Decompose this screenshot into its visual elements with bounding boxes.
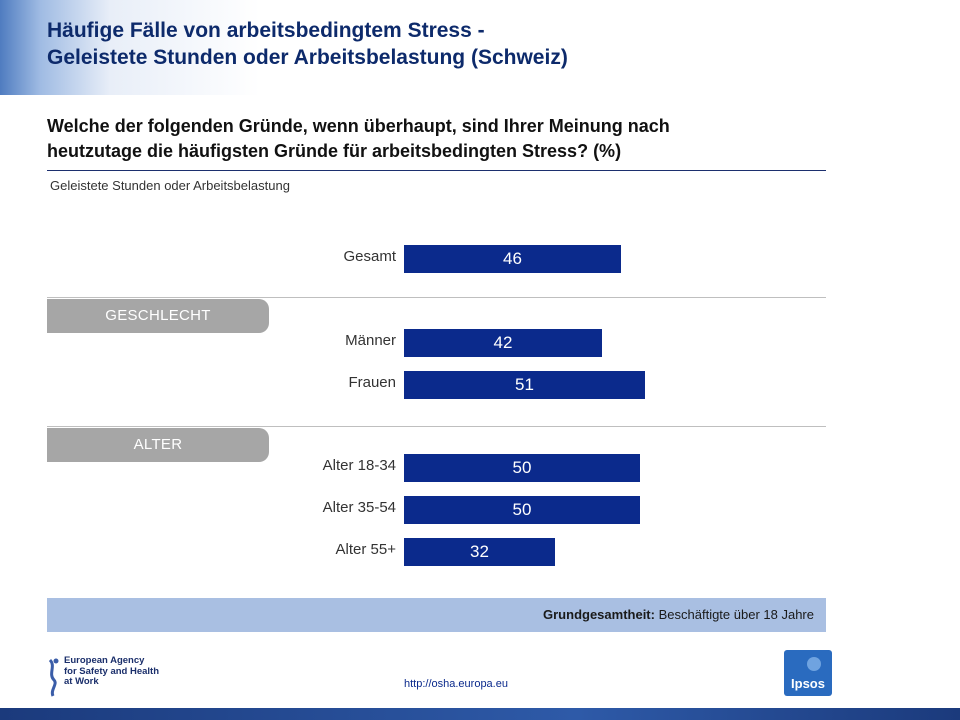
ipsos-logo: Ipsos — [784, 650, 832, 696]
base-box: Grundgesamtheit: Beschäftigte über 18 Ja… — [47, 598, 826, 632]
category-label: Frauen — [348, 374, 396, 391]
group-label-gender: GESCHLECHT — [47, 299, 269, 333]
bar: 42 — [404, 329, 602, 357]
osha-logo-text: European Agency for Safety and Health at… — [64, 655, 160, 687]
osha-logo: European Agency for Safety and Health at… — [44, 655, 159, 698]
data-label: 46 — [503, 249, 522, 268]
title-line-2: Geleistete Stunden oder Arbeitsbelastung… — [47, 46, 568, 69]
base-value: Beschäftigte über 18 Jahre — [658, 607, 814, 622]
category-label: Alter 55+ — [335, 541, 396, 558]
base-label: Grundgesamtheit: — [543, 607, 655, 622]
question-line-1: Welche der folgenden Gründe, wenn überha… — [47, 116, 670, 136]
bar: 32 — [404, 538, 555, 566]
title-line-1: Häufige Fälle von arbeitsbedingtem Stres… — [47, 19, 485, 42]
data-label: 50 — [512, 458, 532, 477]
category-label: Alter 18-34 — [322, 457, 396, 474]
question-divider — [47, 170, 826, 171]
data-label: 32 — [470, 542, 489, 561]
ipsos-emblem-icon — [807, 657, 821, 671]
bar: 46 — [404, 245, 621, 273]
data-label: 42 — [493, 333, 513, 352]
category-label: Männer — [345, 332, 396, 349]
group-label-age: ALTER — [47, 428, 269, 462]
base-note: Grundgesamtheit: Beschäftigte über 18 Ja… — [543, 598, 814, 632]
title-band — [0, 0, 960, 95]
chart-subtitle: Geleistete Stunden oder Arbeitsbelastung — [50, 178, 290, 193]
bar: 50 — [404, 454, 640, 482]
bar: 50 — [404, 496, 640, 524]
group-divider — [47, 297, 826, 298]
bottom-bar — [0, 708, 960, 720]
category-label: Alter 35-54 — [322, 499, 396, 516]
bar: 51 — [404, 371, 645, 399]
footer-url-link[interactable]: http://osha.europa.eu — [404, 678, 508, 690]
question-line-2: heutzutage die häufigsten Gründe für arb… — [47, 141, 622, 161]
group-divider — [47, 426, 826, 427]
data-label: 51 — [515, 375, 534, 394]
category-label: Gesamt — [343, 248, 396, 265]
question-text: Welche der folgenden Gründe, wenn überha… — [47, 114, 827, 164]
ipsos-logo-text: Ipsos — [791, 676, 825, 691]
data-label: 50 — [512, 500, 532, 519]
page-title: Häufige Fälle von arbeitsbedingtem Stres… — [47, 17, 568, 71]
osha-emblem-icon — [48, 658, 59, 697]
